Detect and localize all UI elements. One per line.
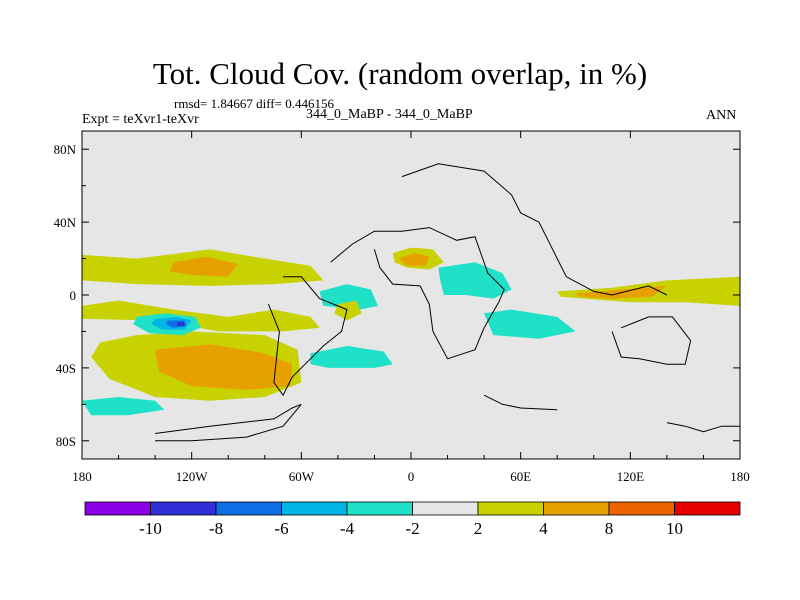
- colorbar-tick-label: -4: [340, 519, 355, 538]
- x-tick-label: 60W: [289, 469, 315, 484]
- colorbar-tick-label: -8: [209, 519, 223, 538]
- coastlines: [155, 163, 740, 442]
- y-tick-label: 80S: [56, 434, 76, 449]
- x-tick-label: 180: [730, 469, 750, 484]
- x-tick-label: 120W: [176, 469, 209, 484]
- contour-region-9: [82, 397, 165, 416]
- contour-region-11: [310, 346, 393, 368]
- contour-region-16: [398, 253, 430, 266]
- colorbar-tick-label: 2: [474, 519, 483, 538]
- coastline-4: [611, 316, 692, 365]
- x-tick-label: 180: [72, 469, 92, 484]
- colorbar-box: [412, 501, 479, 516]
- colorbar-tick-label: 4: [539, 519, 548, 538]
- coastline-6: [483, 394, 558, 411]
- contour-region-14: [484, 309, 576, 339]
- contour-region-2: [82, 300, 320, 332]
- y-tick-label: 40S: [56, 361, 76, 376]
- coastline-2: [330, 227, 505, 360]
- colorbar-box: [150, 501, 217, 516]
- contour-region-12: [334, 300, 362, 321]
- plot-area: [81, 130, 741, 460]
- x-tick-label: 0: [408, 469, 415, 484]
- colorbar-box: [543, 501, 610, 516]
- colorbar-tick-label: 8: [605, 519, 614, 538]
- contour-region-13: [438, 262, 512, 299]
- case-label: 344_0_MaBP - 344_0_MaBP: [306, 107, 473, 122]
- colorbar-box: [281, 501, 348, 516]
- colorbar-tick-label: 10: [666, 519, 683, 538]
- y-tick-label: 40N: [54, 215, 77, 230]
- contour-fill-regions: [82, 247, 740, 416]
- colorbar-box: [346, 501, 413, 516]
- colorbar: -10 -8 -6 -4 -2 2 4 8 10: [84, 501, 741, 538]
- coastline-5: [666, 422, 740, 433]
- rmsd-diff-stats: rmsd= 1.84667 diff= 0.446156: [174, 96, 334, 111]
- colorbar-tick-label: -6: [274, 519, 288, 538]
- experiment-label: Expt = teXvr1-teXvr: [82, 112, 199, 127]
- axes: 180 120W 60W 0 60E 120E 180 80N 40N 0 40S 80S: [54, 131, 750, 484]
- colorbar-box: [215, 501, 282, 516]
- chart-title: Tot. Cloud Cov. (random overlap, in %): [152, 56, 648, 91]
- x-tick-label: 60E: [510, 469, 531, 484]
- colorbar-box: [608, 501, 675, 516]
- colorbar-tick-label: -2: [405, 519, 419, 538]
- coastline-1: [401, 163, 668, 296]
- colorbar-tick-label: -10: [139, 519, 162, 538]
- colorbar-box: [84, 501, 151, 516]
- contour-region-4: [155, 344, 293, 390]
- contour-region-10: [319, 284, 379, 310]
- y-tick-label: 80N: [54, 142, 77, 157]
- contour-region-1: [169, 256, 238, 277]
- coastline-3: [267, 276, 348, 397]
- y-tick-label: 0: [70, 288, 77, 303]
- colorbar-box: [674, 501, 741, 516]
- season-label: ANN: [706, 108, 737, 123]
- x-tick-label: 120E: [617, 469, 645, 484]
- coastline-0: [155, 403, 302, 442]
- contour-region-8: [177, 322, 185, 326]
- colorbar-box: [477, 501, 544, 516]
